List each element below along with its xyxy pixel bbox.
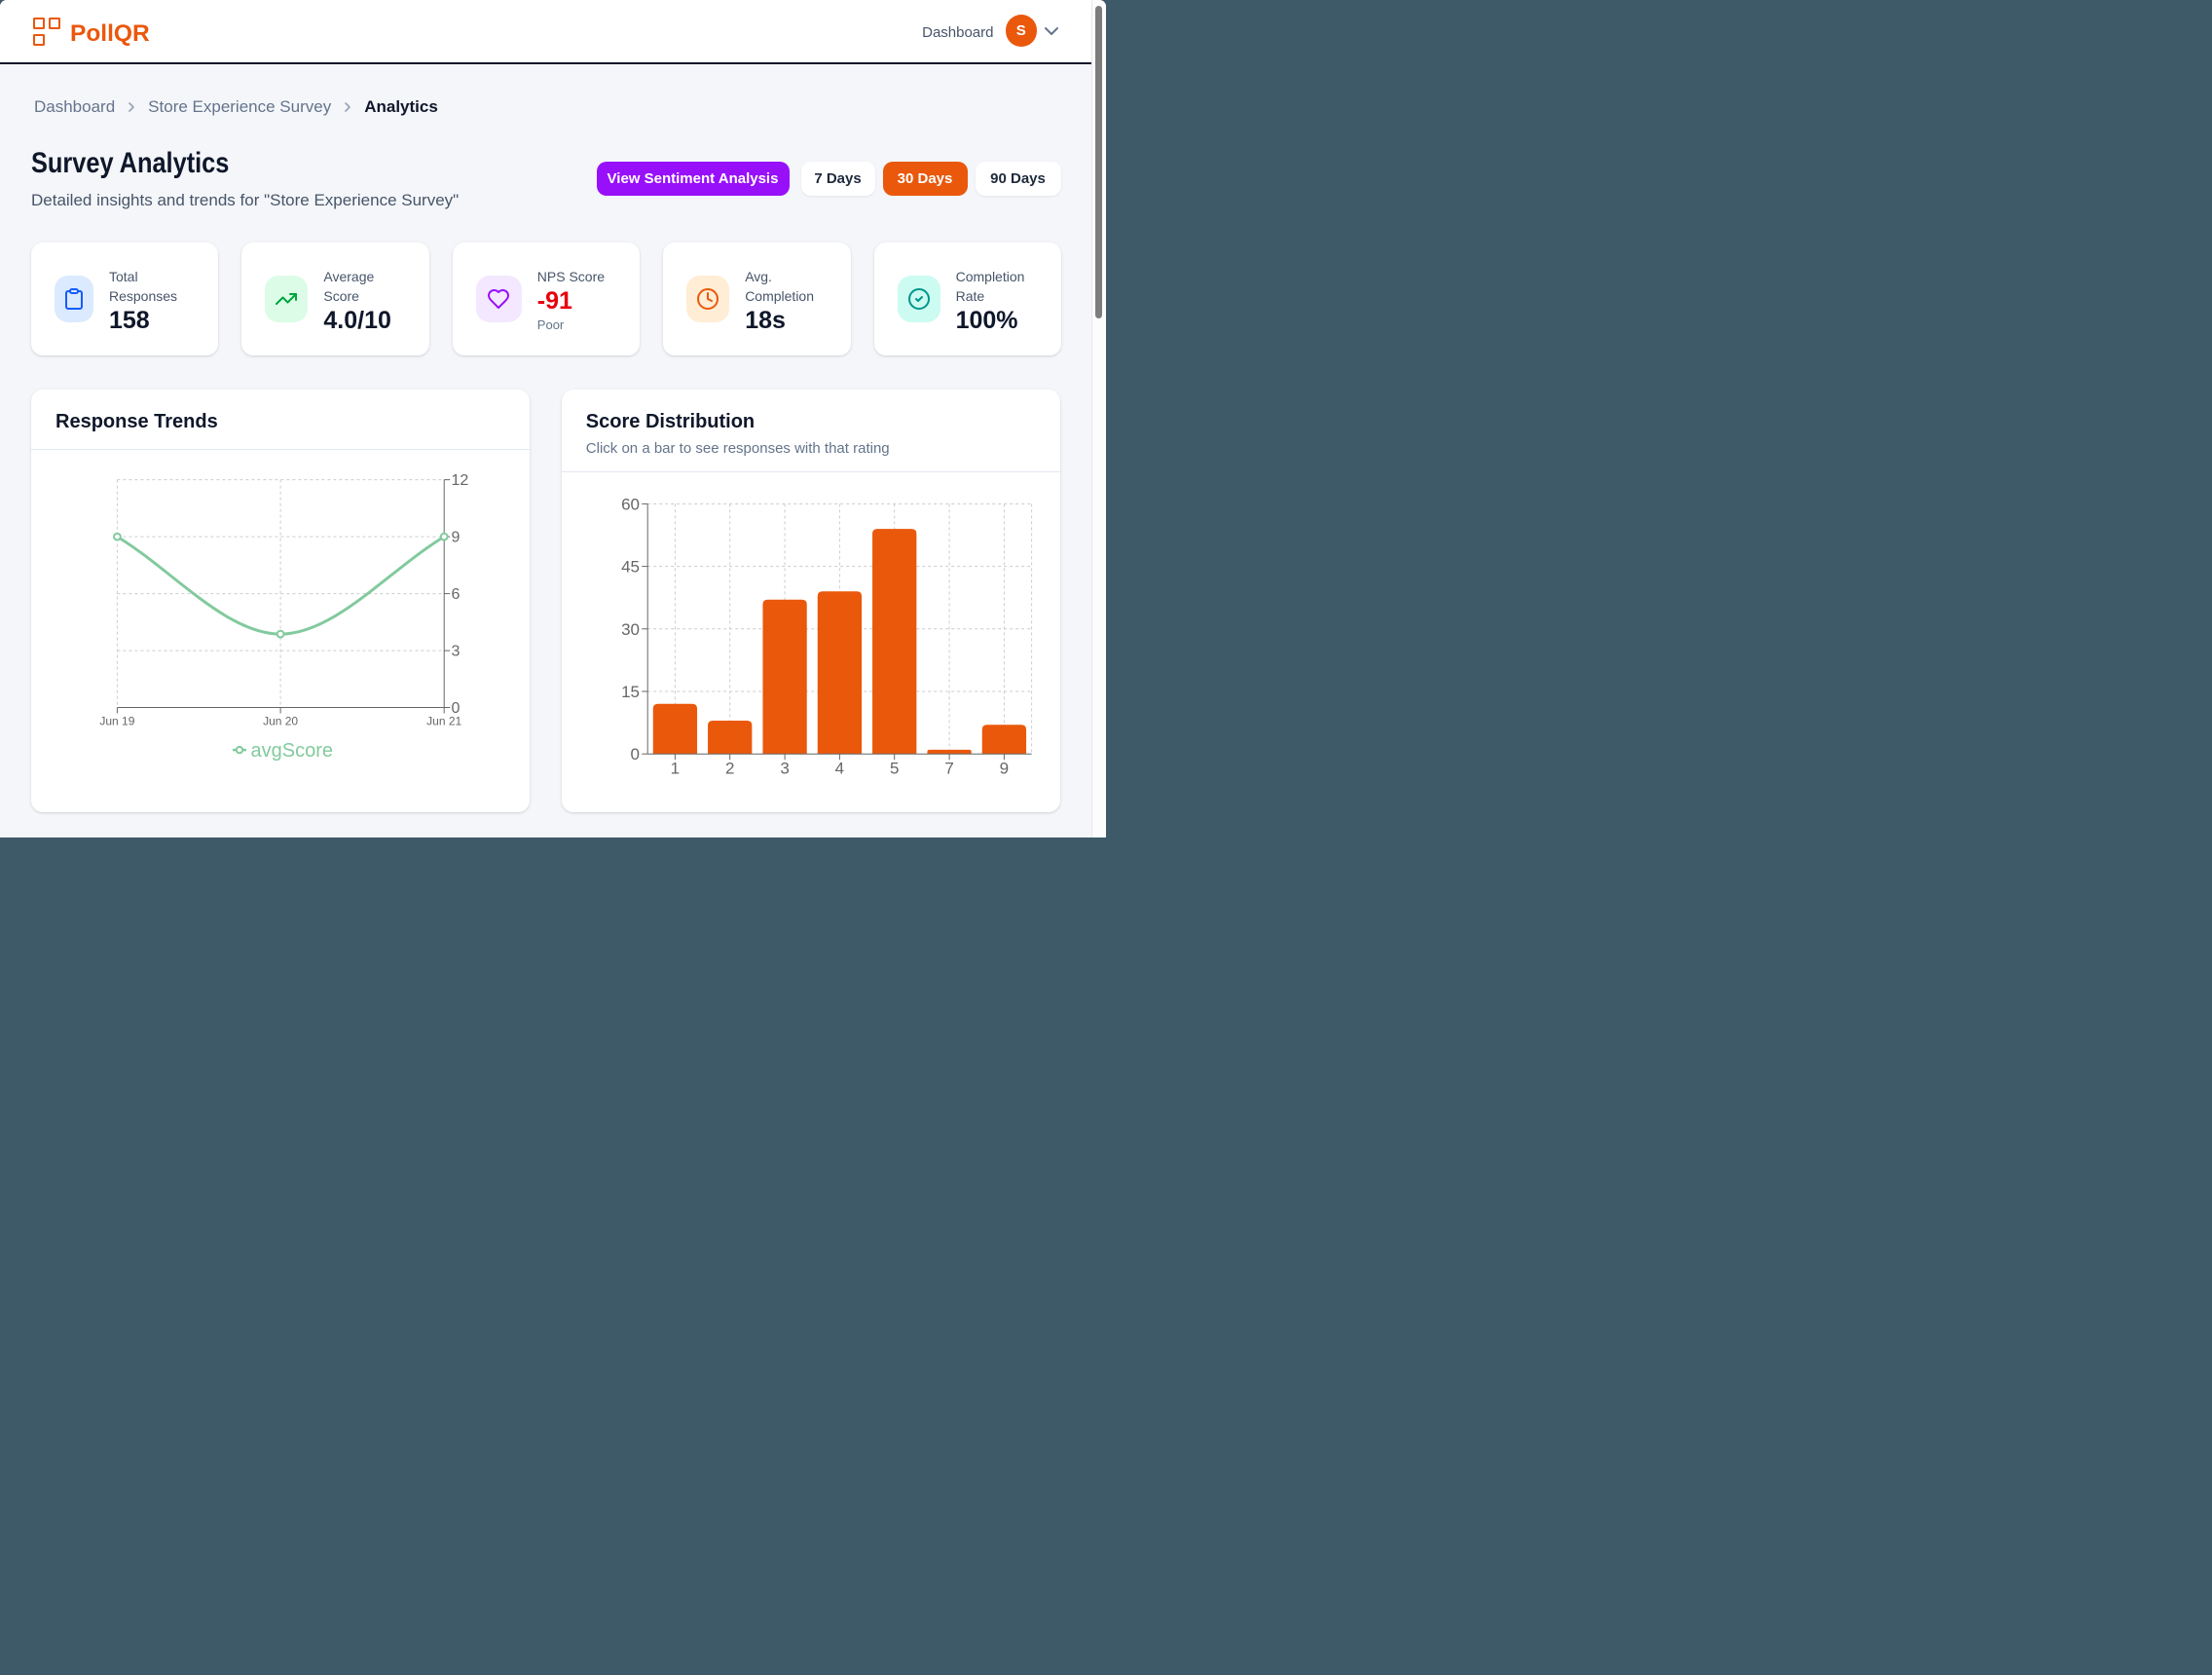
svg-text:9: 9 — [999, 759, 1008, 777]
svg-text:2: 2 — [725, 759, 734, 777]
svg-text:4: 4 — [834, 759, 843, 777]
svg-text:15: 15 — [621, 683, 640, 701]
svg-text:5: 5 — [890, 759, 899, 777]
svg-text:60: 60 — [621, 495, 640, 513]
svg-text:Jun 20: Jun 20 — [263, 714, 298, 727]
svg-text:0: 0 — [452, 700, 461, 717]
svg-text:6: 6 — [452, 586, 461, 603]
svg-text:Jun 21: Jun 21 — [426, 714, 461, 727]
svg-text:12: 12 — [452, 472, 469, 489]
svg-text:7: 7 — [944, 759, 953, 777]
svg-text:3: 3 — [452, 643, 461, 659]
svg-text:1: 1 — [670, 759, 679, 777]
svg-text:Jun 19: Jun 19 — [99, 714, 134, 727]
svg-text:45: 45 — [621, 557, 640, 576]
svg-text:avgScore: avgScore — [251, 740, 334, 762]
svg-text:3: 3 — [780, 759, 789, 777]
svg-text:30: 30 — [621, 620, 640, 639]
svg-text:9: 9 — [452, 529, 461, 545]
svg-text:0: 0 — [630, 745, 639, 763]
